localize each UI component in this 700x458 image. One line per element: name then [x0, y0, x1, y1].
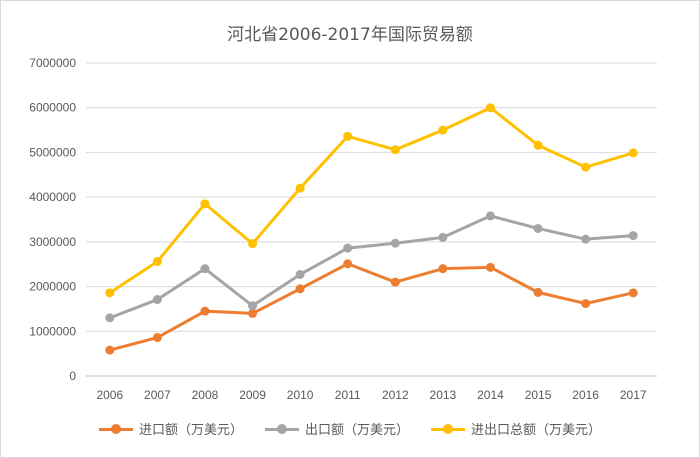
x-tick-label: 2013: [430, 388, 457, 402]
data-point: [152, 295, 162, 305]
data-point: [485, 103, 495, 113]
data-point: [628, 148, 638, 158]
data-point: [533, 140, 543, 150]
x-tick-label: 2007: [144, 388, 171, 402]
y-tick-label: 0: [69, 369, 76, 383]
x-tick-label: 2012: [382, 388, 409, 402]
y-tick-label: 1000000: [29, 324, 76, 338]
data-point: [485, 211, 495, 221]
data-point: [390, 238, 400, 248]
x-tick-label: 2016: [572, 388, 599, 402]
data-point: [295, 284, 305, 294]
chart-title: 河北省2006-2017年国际贸易额: [227, 25, 473, 45]
y-tick-label: 6000000: [29, 101, 76, 115]
x-tick-label: 2010: [287, 388, 314, 402]
legend-label: 进口额（万美元）: [138, 423, 243, 438]
data-point: [200, 306, 210, 316]
data-point: [105, 313, 115, 323]
data-point: [105, 288, 115, 298]
legend-label: 出口额（万美元）: [304, 423, 409, 438]
data-point: [105, 345, 115, 355]
data-point: [152, 333, 162, 343]
series-line-1: [109, 214, 634, 320]
legend-item-0: 进口额（万美元）: [98, 419, 243, 438]
data-point: [200, 199, 210, 209]
y-tick-label: 3000000: [29, 235, 76, 249]
data-point: [628, 231, 638, 241]
data-point: [581, 299, 591, 309]
legend-item-2: 进出口总额（万美元）: [431, 419, 601, 438]
x-tick-label: 2006: [96, 388, 123, 402]
data-point: [533, 287, 543, 297]
legend-swatch: [98, 423, 133, 435]
data-point: [343, 243, 353, 253]
data-point: [390, 145, 400, 155]
data-point: [581, 234, 591, 244]
legend-swatch: [431, 423, 465, 435]
data-point: [438, 125, 448, 135]
x-tick-label: 2009: [239, 388, 266, 402]
data-point: [295, 183, 305, 193]
series-line-2: [108, 106, 634, 295]
data-point: [438, 232, 448, 242]
data-point: [628, 288, 638, 298]
data-point: [152, 257, 162, 267]
y-tick-label: 4000000: [29, 190, 76, 204]
data-point: [248, 301, 258, 311]
x-tick-label: 2015: [525, 388, 552, 402]
data-point: [248, 239, 258, 249]
legend-label: 进出口总额（万美元）: [471, 423, 602, 438]
chart-legend: 进口额（万美元） 出口额（万美元） 进出口总额（万美元）: [0, 419, 700, 438]
data-point: [485, 262, 495, 272]
data-point: [343, 131, 353, 141]
y-tick-label: 7000000: [29, 56, 76, 70]
x-tick-label: 2008: [192, 388, 219, 402]
series-line-0: [109, 262, 634, 352]
data-point: [200, 264, 210, 274]
y-tick-label: 2000000: [29, 280, 76, 294]
legend-swatch: [264, 423, 299, 435]
x-tick-label: 2011: [335, 388, 361, 402]
y-tick-label: 5000000: [29, 145, 76, 159]
data-point: [248, 308, 258, 318]
x-tick-label: 2017: [620, 388, 647, 402]
x-tick-label: 2014: [477, 388, 504, 402]
data-point: [343, 259, 353, 269]
data-point: [533, 223, 543, 233]
data-point: [295, 269, 305, 279]
data-point: [438, 264, 448, 274]
data-point: [390, 277, 400, 287]
data-point: [581, 162, 591, 172]
legend-item-1: 出口额（万美元）: [264, 419, 409, 438]
